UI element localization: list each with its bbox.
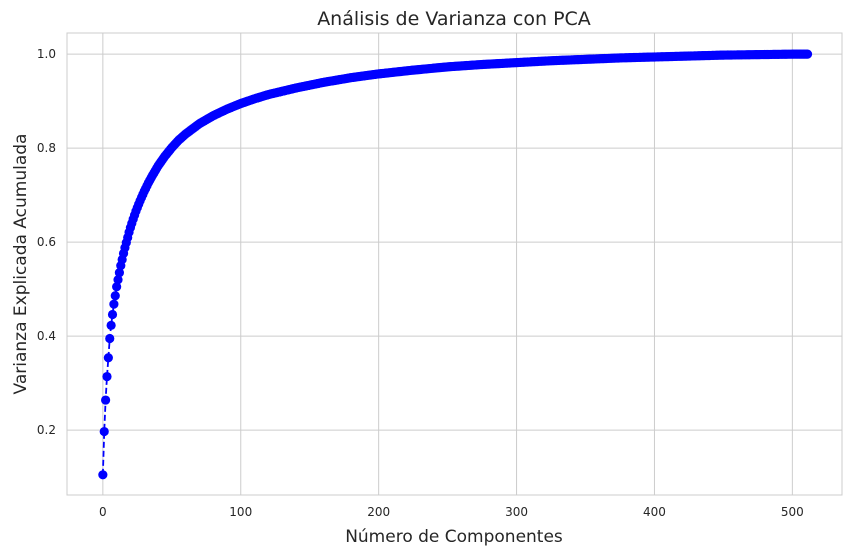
x-tick-label: 100 [229,505,252,519]
data-point [99,426,109,437]
data-point [114,268,124,278]
data-point [112,282,122,292]
y-tick-label: 0.2 [37,423,56,437]
data-point [802,49,813,59]
data-point [105,333,115,344]
tick-labels: 0 100 200 300 400 500 0.2 0.4 0.6 0.8 1.0 [37,47,804,519]
x-tick-label: 200 [367,505,390,519]
data-point [110,291,120,301]
y-tick-label: 0.6 [37,235,56,249]
y-axis-label: Varianza Explicada Acumulada [11,134,31,395]
chart-title: Análisis de Varianza con PCA [317,8,591,30]
data-point [102,371,112,382]
plot-frame [66,32,843,496]
data-point [107,309,118,320]
x-tick-label: 0 [99,505,107,519]
y-tick-label: 0.4 [37,329,56,343]
x-tick-label: 500 [781,505,804,519]
grid-lines [66,32,843,496]
data-point [101,395,111,405]
y-tick-label: 0.8 [37,141,56,155]
x-tick-label: 300 [505,505,528,519]
y-tick-label: 1.0 [37,47,56,61]
data-point [103,353,113,363]
data-point [98,470,108,480]
data-point [109,299,119,309]
data-point [106,320,116,330]
x-tick-label: 400 [643,505,666,519]
plot-area-background [67,33,842,495]
data-point [113,275,123,285]
x-axis-label: Número de Componentes [345,527,563,547]
series-layer [98,49,813,480]
